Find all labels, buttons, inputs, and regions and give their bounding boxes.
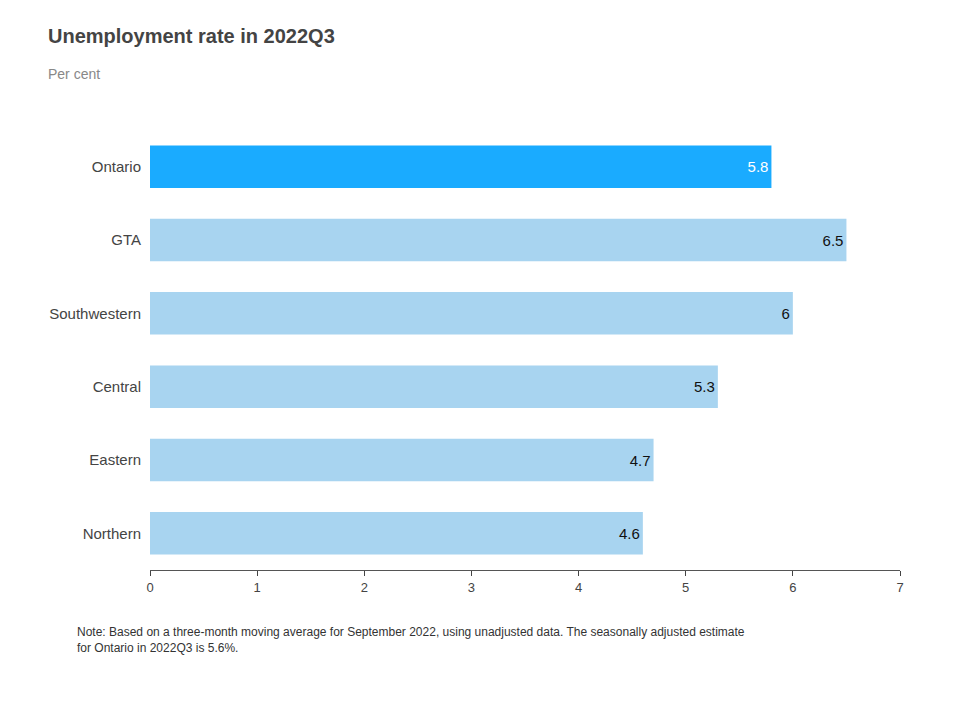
svg-text:Per cent: Per cent <box>48 66 100 82</box>
svg-text:Note: Based on a three-month m: Note: Based on a three-month moving aver… <box>77 625 745 655</box>
svg-text:Central: Central <box>93 378 141 395</box>
svg-text:6.5: 6.5 <box>823 232 844 249</box>
svg-text:0: 0 <box>146 580 153 595</box>
svg-text:Southwestern: Southwestern <box>49 305 141 322</box>
svg-text:GTA: GTA <box>111 231 141 248</box>
svg-text:5.3: 5.3 <box>694 378 715 395</box>
svg-text:Eastern: Eastern <box>89 451 141 468</box>
svg-text:6: 6 <box>789 580 796 595</box>
svg-text:1: 1 <box>254 580 261 595</box>
svg-text:2: 2 <box>361 580 368 595</box>
svg-text:Unemployment rate in 2022Q3: Unemployment rate in 2022Q3 <box>48 25 335 47</box>
svg-text:4: 4 <box>575 580 582 595</box>
svg-text:5: 5 <box>682 580 689 595</box>
svg-text:7: 7 <box>896 580 903 595</box>
svg-text:Ontario: Ontario <box>92 158 141 175</box>
svg-text:6: 6 <box>782 305 790 322</box>
svg-text:5.8: 5.8 <box>748 158 769 175</box>
svg-text:3: 3 <box>468 580 475 595</box>
svg-text:4.7: 4.7 <box>630 452 651 469</box>
svg-text:4.6: 4.6 <box>619 525 640 542</box>
svg-text:Northern: Northern <box>83 525 141 542</box>
